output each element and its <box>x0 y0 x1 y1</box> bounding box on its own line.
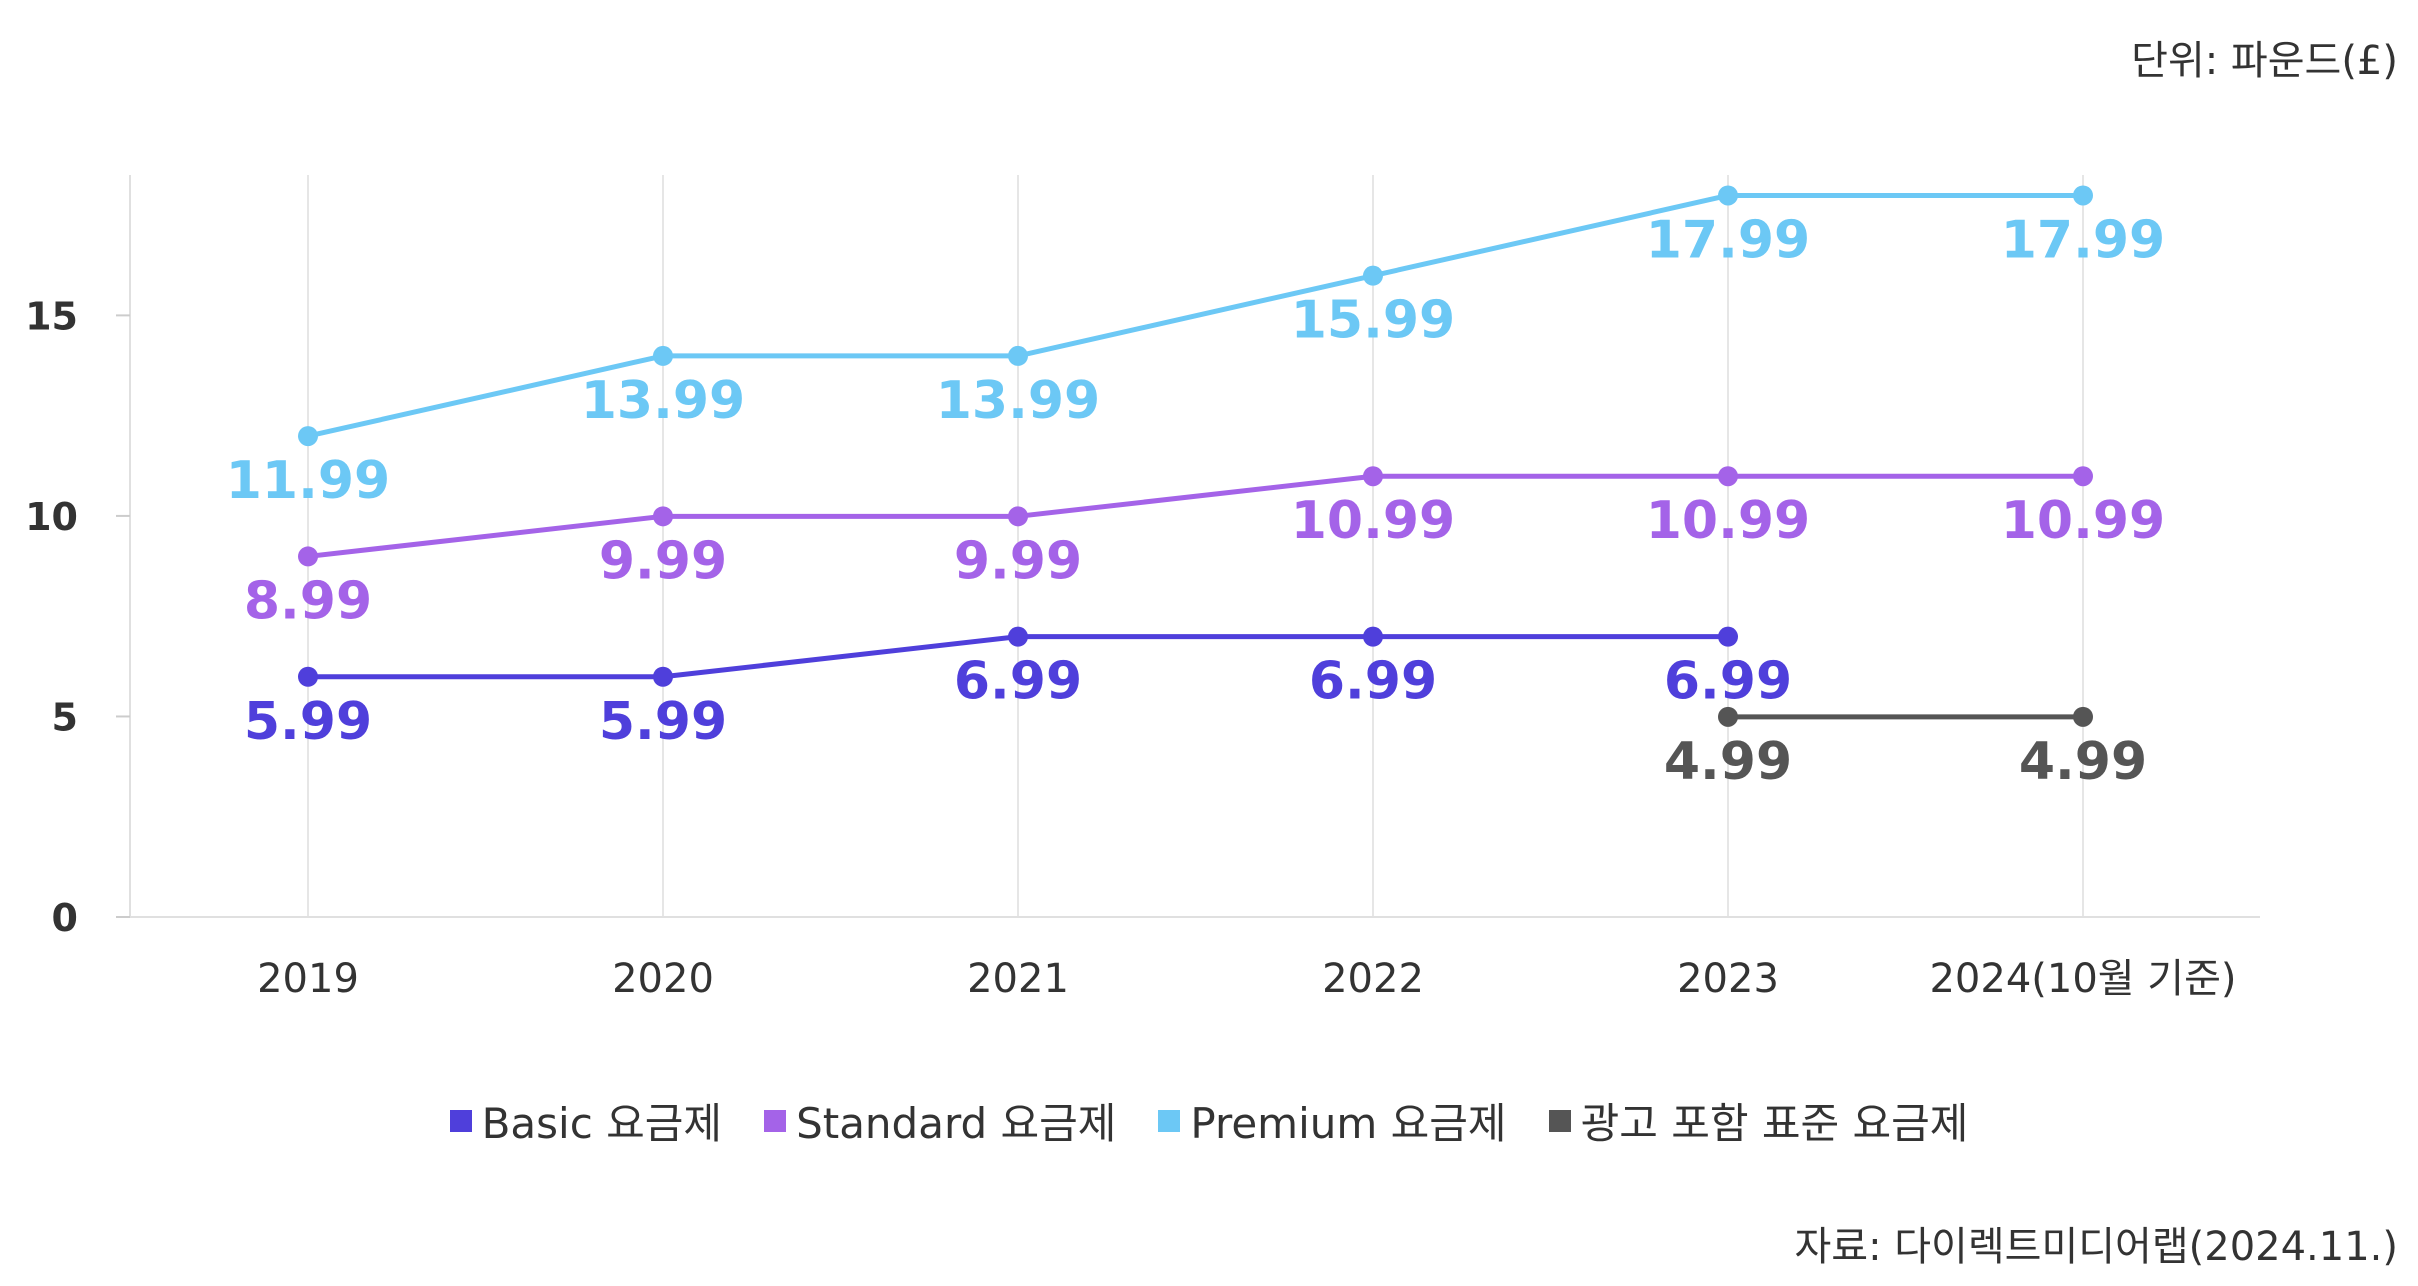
data-point <box>1718 185 1738 206</box>
data-point <box>2073 185 2093 206</box>
data-point <box>653 506 673 527</box>
y-tick-label: 0 <box>52 896 78 940</box>
x-tick-label: 2023 <box>1677 956 1779 1002</box>
legend-item: Basic 요금제 <box>449 1090 723 1151</box>
data-point <box>298 426 318 447</box>
series-line <box>307 192 2083 439</box>
legend-label: Standard 요금제 <box>796 1099 1117 1148</box>
legend-item: 광고 포함 표준 요금제 <box>1548 1090 1969 1151</box>
data-label: 6.99 <box>1309 652 1437 712</box>
legend-label: 광고 포함 표준 요금제 <box>1580 1099 1969 1148</box>
legend-swatch <box>1158 1109 1181 1132</box>
legend-swatch <box>1548 1109 1571 1132</box>
data-label: 10.99 <box>2001 491 2165 551</box>
data-point <box>298 546 318 567</box>
x-tick-label: 2022 <box>1322 956 1424 1002</box>
data-point <box>1363 466 1383 487</box>
data-label: 11.99 <box>226 451 390 511</box>
data-point <box>2073 706 2093 727</box>
legend-label: Basic 요금제 <box>481 1099 723 1148</box>
chart-legend: Basic 요금제 Standard 요금제 Premium 요금제 광고 포함 표준… <box>0 1090 2418 1151</box>
data-label: 4.99 <box>2019 732 2147 792</box>
legend-swatch <box>764 1109 787 1132</box>
x-tick-label: 2020 <box>612 956 714 1002</box>
data-label: 4.99 <box>1664 732 1792 792</box>
x-tick-label: 2024(10월 기준) <box>1929 956 2236 1002</box>
data-label: 15.99 <box>1291 291 1455 351</box>
data-label: 9.99 <box>954 531 1082 591</box>
data-label: 5.99 <box>599 692 727 752</box>
data-point <box>1718 466 1738 487</box>
series-line <box>307 473 2083 559</box>
data-point <box>298 666 318 687</box>
legend-item: Premium 요금제 <box>1158 1090 1507 1151</box>
y-tick-label: 15 <box>25 294 78 338</box>
data-point <box>1363 626 1383 647</box>
legend-swatch <box>449 1109 472 1132</box>
source-note: 자료: 다이렉트미디어랩(2024.11.) <box>1794 1224 2398 1270</box>
data-label: 5.99 <box>244 692 372 752</box>
data-point <box>653 345 673 366</box>
data-point <box>1008 626 1028 647</box>
data-point <box>1363 265 1383 286</box>
data-label: 10.99 <box>1291 491 1455 551</box>
data-point <box>1718 626 1738 647</box>
legend-item: Standard 요금제 <box>764 1090 1116 1151</box>
data-point <box>653 666 673 687</box>
x-tick-label: 2021 <box>967 956 1069 1002</box>
data-point <box>1008 506 1028 527</box>
legend-label: Premium 요금제 <box>1190 1099 1507 1148</box>
data-label: 9.99 <box>599 531 727 591</box>
data-label: 17.99 <box>2001 210 2165 270</box>
data-label: 10.99 <box>1646 491 1810 551</box>
x-tick-label: 2019 <box>257 956 359 1002</box>
data-point <box>2073 466 2093 487</box>
data-point <box>1008 345 1028 366</box>
data-point <box>1718 706 1738 727</box>
data-label: 6.99 <box>954 652 1082 712</box>
unit-note: 단위: 파운드(£) <box>2131 38 2398 84</box>
data-label: 17.99 <box>1646 210 1810 270</box>
data-label: 13.99 <box>581 371 745 431</box>
data-label: 8.99 <box>244 571 372 631</box>
data-label: 13.99 <box>936 371 1100 431</box>
data-label: 6.99 <box>1664 652 1792 712</box>
y-tick-label: 5 <box>52 695 78 739</box>
y-tick-label: 10 <box>25 495 78 539</box>
